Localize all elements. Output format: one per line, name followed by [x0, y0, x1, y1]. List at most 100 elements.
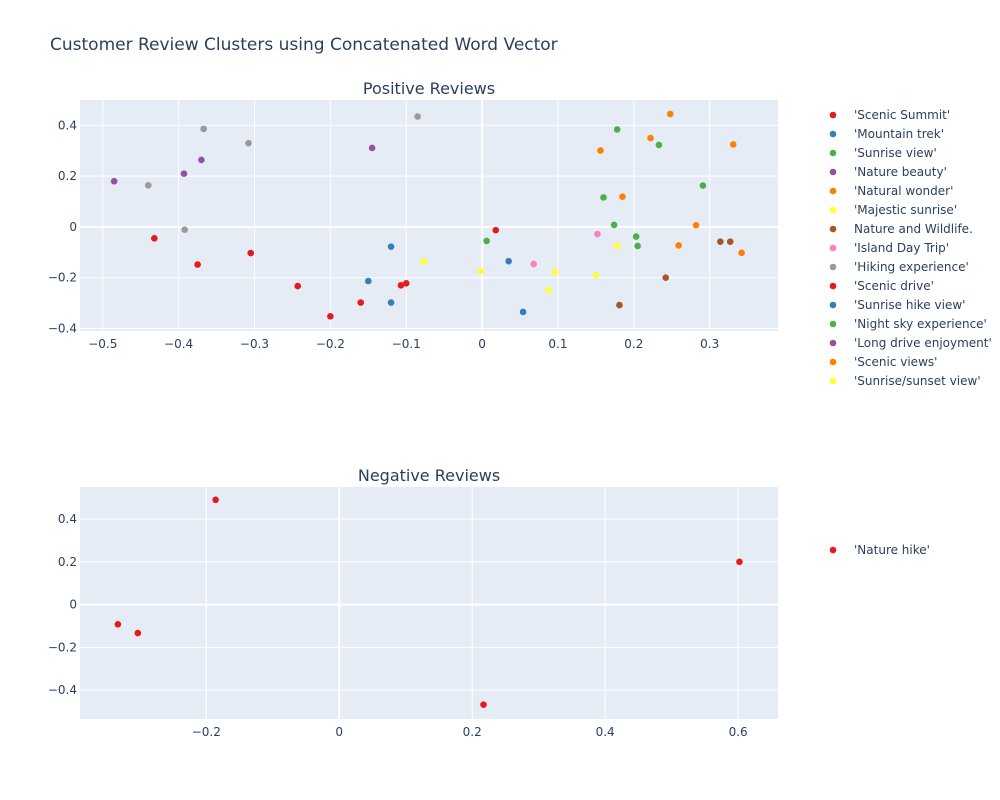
positive-x-tick-label: 0.2 [624, 337, 643, 351]
positive-point[interactable] [738, 249, 745, 257]
positive-legend-item[interactable]: 'Scenic views' [829, 355, 938, 369]
positive-legend-item[interactable]: 'Nature beauty' [829, 165, 947, 179]
positive-point[interactable] [594, 230, 601, 238]
positive-legend-item[interactable]: 'Night sky experience' [829, 317, 987, 331]
positive-point[interactable] [597, 147, 604, 154]
positive-point[interactable] [365, 277, 372, 285]
positive-subplot-title: Positive Reviews [363, 79, 495, 98]
positive-point[interactable] [402, 279, 410, 287]
positive-legend-marker [829, 111, 837, 119]
positive-point[interactable] [692, 221, 700, 229]
negative-legend-item[interactable]: 'Nature hike' [829, 543, 930, 557]
positive-point[interactable] [530, 260, 537, 268]
positive-legend-marker [829, 168, 837, 176]
positive-point[interactable] [675, 242, 682, 249]
positive-point[interactable] [194, 261, 201, 268]
negative-point[interactable] [736, 558, 743, 566]
positive-point[interactable] [151, 235, 158, 242]
positive-point[interactable] [492, 226, 500, 234]
positive-point[interactable] [632, 233, 640, 240]
positive-legend-marker [829, 206, 837, 214]
positive-point[interactable] [592, 271, 600, 279]
positive-point[interactable] [717, 238, 724, 245]
positive-point[interactable] [600, 194, 607, 201]
positive-legend-marker [829, 244, 837, 252]
positive-point[interactable] [200, 125, 207, 133]
positive-legend-marker [829, 320, 837, 328]
positive-point[interactable] [647, 134, 654, 142]
positive-y-tick-label: −0.4 [48, 321, 77, 335]
positive-point[interactable] [610, 221, 618, 229]
positive-point[interactable] [519, 308, 527, 316]
positive-legend-marker [829, 282, 837, 290]
positive-legend-item[interactable]: 'Majestic sunrise' [829, 203, 957, 217]
positive-legend-marker [829, 377, 837, 385]
negative-y-tick-label: 0.2 [58, 555, 77, 569]
positive-point[interactable] [662, 274, 670, 281]
positive-legend-item[interactable]: Nature and Wildlife. [829, 222, 973, 236]
positive-point[interactable] [726, 238, 734, 245]
positive-point[interactable] [387, 299, 395, 306]
positive-point[interactable] [634, 242, 641, 250]
positive-point[interactable] [551, 268, 559, 276]
positive-point[interactable] [294, 282, 302, 290]
positive-legend-item[interactable]: 'Long drive enjoyment' [829, 336, 992, 350]
positive-legend-item[interactable]: 'Sunrise/sunset view' [829, 374, 981, 388]
positive-y-tick-label: 0.2 [58, 169, 77, 183]
positive-legend-label: 'Sunrise view' [854, 146, 937, 160]
positive-point[interactable] [198, 156, 205, 164]
positive-point[interactable] [505, 257, 512, 265]
positive-x-tick-label: 0.3 [700, 337, 719, 351]
positive-legend-item[interactable]: 'Scenic Summit' [829, 108, 950, 122]
positive-y-tick-label: 0 [69, 220, 77, 234]
negative-point[interactable] [212, 496, 219, 504]
positive-legend-item[interactable]: 'Scenic drive' [829, 279, 934, 293]
positive-point[interactable] [397, 282, 405, 289]
positive-point[interactable] [245, 139, 252, 147]
negative-point[interactable] [480, 701, 487, 708]
positive-point[interactable] [144, 181, 152, 189]
positive-legend-marker [829, 149, 837, 157]
positive-legend-item[interactable]: 'Mountain trek' [829, 127, 944, 141]
negative-point[interactable] [114, 620, 122, 628]
positive-legend-label: 'Scenic Summit' [854, 108, 950, 122]
positive-point[interactable] [181, 226, 188, 234]
negative-point[interactable] [134, 629, 142, 637]
positive-point[interactable] [545, 286, 553, 294]
positive-legend-marker [829, 358, 837, 366]
positive-legend-label: 'Nature beauty' [854, 165, 947, 179]
positive-point[interactable] [387, 243, 395, 251]
positive-point[interactable] [613, 126, 621, 133]
positive-legend-item[interactable]: 'Sunrise hike view' [829, 298, 966, 312]
positive-y-tick-label: −0.2 [48, 271, 77, 285]
positive-point[interactable] [613, 242, 621, 250]
negative-legend-label: 'Nature hike' [854, 543, 930, 557]
positive-point[interactable] [180, 170, 188, 177]
positive-point[interactable] [110, 177, 118, 185]
negative-legend-marker [829, 546, 837, 554]
positive-legend-label: 'Mountain trek' [854, 127, 944, 141]
positive-legend-label: Nature and Wildlife. [854, 222, 973, 236]
positive-point[interactable] [368, 144, 376, 152]
positive-point[interactable] [666, 110, 674, 118]
positive-point[interactable] [414, 113, 421, 120]
positive-point[interactable] [699, 182, 707, 189]
positive-point[interactable] [655, 141, 663, 149]
positive-point[interactable] [477, 268, 484, 275]
positive-point[interactable] [420, 258, 427, 266]
positive-point[interactable] [357, 299, 365, 306]
positive-legend-item[interactable]: 'Natural wonder' [829, 184, 954, 198]
positive-reviews-panel: Positive Reviews −0.5 −0.4 −0.3 −0.2 −0.1 0 0.1… [48, 79, 992, 388]
positive-legend-item[interactable]: 'Sunrise view' [829, 146, 937, 160]
positive-point[interactable] [327, 312, 334, 320]
positive-legend-label: 'Sunrise hike view' [854, 298, 965, 312]
positive-point[interactable] [483, 237, 490, 245]
negative-y-tick-label: 0 [69, 598, 77, 612]
positive-point[interactable] [247, 249, 255, 257]
positive-point[interactable] [729, 141, 737, 148]
positive-x-tick-label: −0.2 [316, 337, 345, 351]
positive-point[interactable] [619, 193, 626, 201]
positive-legend-item[interactable]: 'Island Day Trip' [829, 241, 949, 255]
positive-point[interactable] [616, 301, 623, 309]
positive-legend-item[interactable]: 'Hiking experience' [829, 260, 969, 274]
